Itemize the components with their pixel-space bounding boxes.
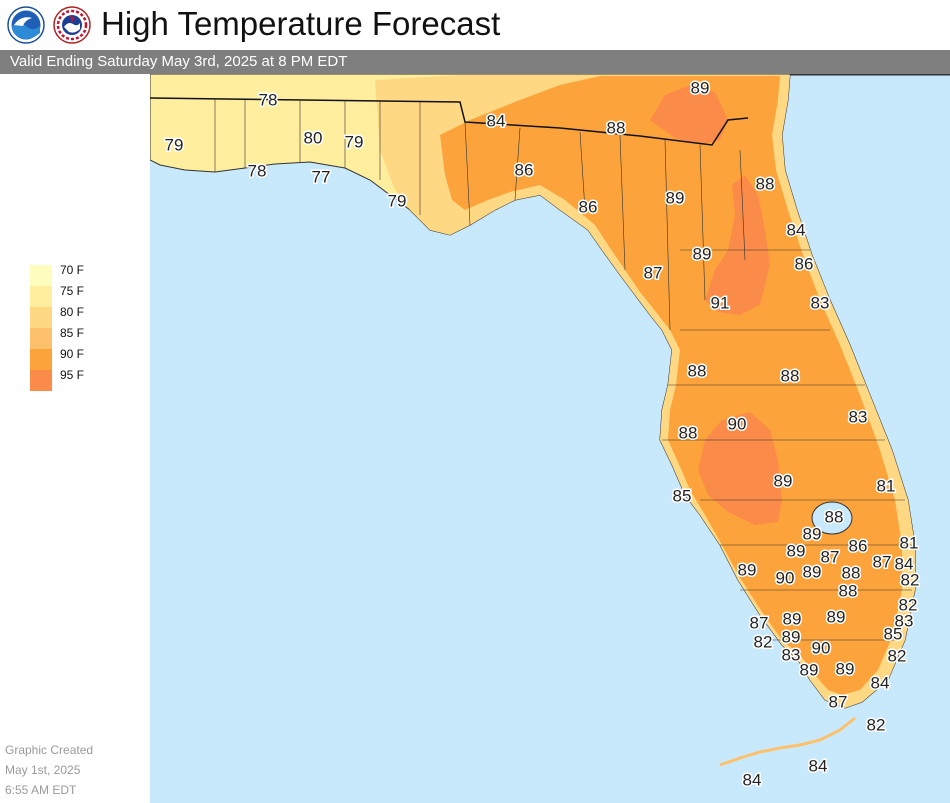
temperature-label: 88 <box>825 507 844 526</box>
temperature-label: 84 <box>809 756 828 775</box>
credit-line: May 1st, 2025 <box>5 763 81 777</box>
temperature-label: 83 <box>811 293 830 312</box>
temperature-label: 82 <box>754 632 773 651</box>
legend-item: 70 F <box>30 263 120 286</box>
legend-label: 90 F <box>60 347 85 361</box>
legend-label: 85 F <box>60 326 85 340</box>
temperature-label: 87 <box>644 263 663 282</box>
legend-swatch <box>30 307 52 328</box>
page-title: High Temperature Forecast <box>101 5 501 42</box>
temperature-label: 79 <box>345 132 364 151</box>
temperature-label: 89 <box>827 607 846 626</box>
temperature-label: 88 <box>781 366 800 385</box>
temperature-label: 87 <box>821 547 840 566</box>
region-90-central <box>705 175 770 315</box>
temperature-label: 86 <box>515 160 534 179</box>
temperature-label: 82 <box>901 570 920 589</box>
temperature-label: 89 <box>800 660 819 679</box>
temperature-label: 86 <box>795 254 814 273</box>
temperature-label: 90 <box>776 568 795 587</box>
legend-swatch <box>30 328 52 349</box>
temperature-label: 89 <box>787 541 806 560</box>
temperature-label: 89 <box>782 627 801 646</box>
valid-time-bar: Valid Ending Saturday May 3rd, 2025 at 8… <box>0 50 950 74</box>
legend-item: 90 F <box>30 347 120 370</box>
temperature-label: 84 <box>743 770 762 789</box>
state-border <box>150 97 749 146</box>
county-lines <box>214 98 915 641</box>
temperature-label: 88 <box>839 581 858 600</box>
temperature-label: 84 <box>487 111 506 130</box>
legend-label: 70 F <box>60 263 85 277</box>
region-85 <box>440 76 902 695</box>
legend-swatch <box>30 370 52 391</box>
region-90-north <box>650 85 728 145</box>
temperature-label: 89 <box>666 188 685 207</box>
legend-item: 85 F <box>30 326 120 349</box>
temperature-label: 85 <box>673 486 692 505</box>
credit-line: Graphic Created <box>5 743 94 757</box>
temperature-label: 88 <box>688 361 707 380</box>
temperature-label: 88 <box>842 563 861 582</box>
legend-swatch <box>30 349 52 370</box>
temperature-label: 89 <box>774 471 793 490</box>
temperature-label: 81 <box>900 533 919 552</box>
legend-label: 95 F <box>60 368 85 382</box>
temperature-label: 90 <box>812 638 831 657</box>
temperature-label: 86 <box>849 536 868 555</box>
legend-item: 75 F <box>30 284 120 307</box>
temperature-label: 88 <box>756 174 775 193</box>
legend-swatch <box>30 265 52 286</box>
temperature-label: 79 <box>165 135 184 154</box>
temperature-label: 85 <box>884 624 903 643</box>
temperature-label: 89 <box>783 609 802 628</box>
lake-okeechobee <box>811 501 853 535</box>
temperature-label: 91 <box>711 293 730 312</box>
credit-line: 6:55 AM EDT <box>5 783 77 797</box>
noaa-logo-icon <box>7 6 45 44</box>
legend-item: 95 F <box>30 368 120 391</box>
temperature-label: 89 <box>803 562 822 581</box>
temperature-label: 79 <box>388 191 407 210</box>
temperature-label: 77 <box>312 167 331 186</box>
temperature-label: 80 <box>304 128 323 147</box>
temperature-label: 88 <box>679 423 698 442</box>
temperature-label: 83 <box>849 407 868 426</box>
temperature-label: 89 <box>693 244 712 263</box>
temperature-label: 90 <box>728 414 747 433</box>
temperature-label: 82 <box>899 595 918 614</box>
legend-label: 75 F <box>60 284 85 298</box>
legend-item: 80 F <box>30 305 120 328</box>
temperature-label: 87 <box>750 613 769 632</box>
valid-time-text: Valid Ending Saturday May 3rd, 2025 at 8… <box>10 53 348 70</box>
temperature-label: 89 <box>803 524 822 543</box>
legend-label: 80 F <box>60 305 85 319</box>
temperature-label: 84 <box>787 220 806 239</box>
temperature-label: 84 <box>871 673 890 692</box>
temperature-label: 83 <box>782 645 801 664</box>
temperature-label: 87 <box>829 692 848 711</box>
temperature-label: 81 <box>877 476 896 495</box>
temperature-label: 89 <box>836 659 855 678</box>
temperature-label: 87 <box>873 552 892 571</box>
legend-swatch <box>30 286 52 307</box>
header: High Temperature Forecast <box>0 0 950 50</box>
temperature-label: 88 <box>607 118 626 137</box>
nws-logo-icon <box>53 6 91 44</box>
temperature-label: 89 <box>691 78 710 97</box>
florida-keys <box>719 716 856 767</box>
temperature-label: 83 <box>895 611 914 630</box>
temperature-label: 86 <box>579 197 598 216</box>
temperature-label: 78 <box>248 161 267 180</box>
graphic-created-note: Graphic Created May 1st, 2025 6:55 AM ED… <box>5 740 145 800</box>
temperature-label: 89 <box>738 560 757 579</box>
legend: 70 F 75 F 80 F 85 F 90 F 95 F <box>30 263 120 391</box>
temperature-label: 82 <box>888 646 907 665</box>
temperature-label: 78 <box>259 90 278 109</box>
temperature-label: 84 <box>895 554 914 573</box>
temperature-label: 82 <box>867 715 886 734</box>
